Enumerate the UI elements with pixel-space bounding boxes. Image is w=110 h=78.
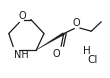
Text: NH: NH [14, 50, 28, 60]
Text: Cl: Cl [87, 55, 98, 65]
Text: O: O [73, 18, 80, 28]
Text: O: O [19, 11, 26, 21]
Text: H: H [83, 46, 91, 56]
Text: O: O [53, 49, 60, 59]
Polygon shape [36, 33, 65, 50]
